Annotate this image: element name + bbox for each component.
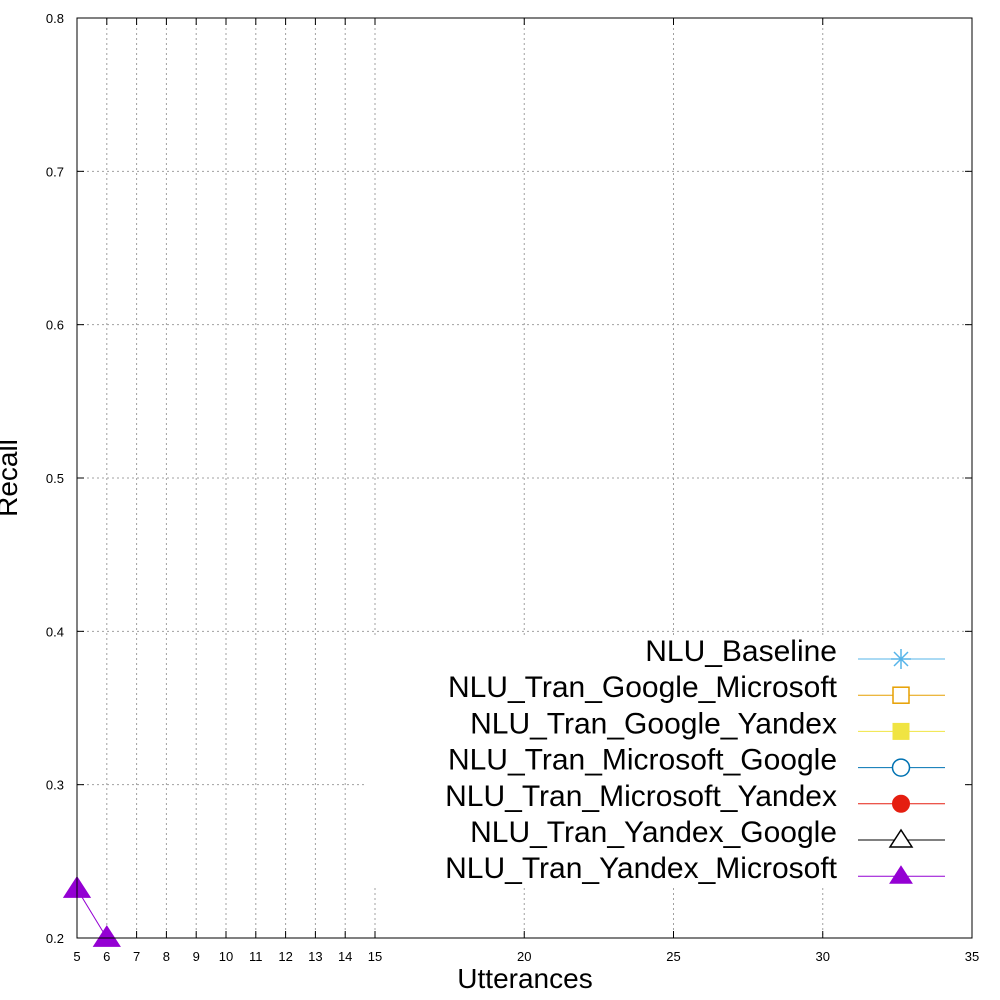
legend-entry: NLU_Tran_Yandex_Microsoft [445,852,945,885]
y-tick-label: 0.8 [46,11,64,26]
y-tick-label: 0.5 [46,471,64,486]
x-axis-label: Utterances [457,963,592,994]
x-tick-label: 8 [163,949,170,964]
x-tick-label: 9 [193,949,200,964]
legend-entry: NLU_Tran_Google_Microsoft [448,671,945,704]
legend-marker [892,686,910,704]
x-tick-label: 15 [368,949,382,964]
data-point [92,925,121,947]
x-tick-label: 25 [666,949,680,964]
legend-marker [892,722,910,740]
legend-label: NLU_Tran_Yandex_Microsoft [445,852,838,885]
x-tick-label: 11 [249,949,263,964]
legend-marker [892,794,910,813]
legend-marker [891,649,911,669]
y-axis-label: Recall [0,439,23,517]
legend-background [364,638,964,888]
legend-entry: NLU_Tran_Yandex_Google [470,816,945,849]
x-tick-label: 12 [278,949,292,964]
y-tick-label: 0.4 [46,624,64,639]
legend-entry: NLU_Tran_Microsoft_Google [448,744,945,777]
legend-label: NLU_Tran_Google_Microsoft [448,671,838,704]
legend-marker [889,865,913,884]
legend-entry: NLU_Baseline [645,635,945,669]
x-tick-label: 13 [308,949,322,964]
legend-label: NLU_Tran_Google_Yandex [470,707,837,740]
x-tick-label: 14 [338,949,352,964]
legend-label: NLU_Tran_Yandex_Google [470,816,837,849]
x-tick-label: 20 [517,949,531,964]
y-tick-label: 0.2 [46,931,64,946]
x-tick-label: 5 [73,949,80,964]
y-tick-label: 0.6 [46,318,64,333]
x-tick-label: 10 [219,949,233,964]
axis-ticks: 5 6 7 8 9 10 11 12 13 14 15 20 25 30 35 0.2 0.3 0.4 0.5 0.6… [46,11,979,964]
legend-marker [888,828,914,848]
legend-entry: NLU_Tran_Microsoft_Yandex [445,780,945,813]
x-tick-label: 6 [103,949,110,964]
series-layer [62,876,121,947]
y-tick-label: 0.7 [46,164,64,179]
legend-label: NLU_Baseline [645,635,837,668]
legend-entry: NLU_Tran_Google_Yandex [470,707,945,740]
series-7 [62,876,121,947]
legend: NLU_BaselineNLU_Tran_Google_MicrosoftNLU… [364,635,964,888]
legend-label: NLU_Tran_Microsoft_Google [448,744,837,777]
legend-label: NLU_Tran_Microsoft_Yandex [445,780,837,813]
x-tick-label: 30 [816,949,830,964]
plot-frame [76,17,973,939]
legend-marker [891,758,911,777]
x-tick-label: 7 [133,949,140,964]
x-tick-label: 35 [965,949,979,964]
y-tick-label: 0.3 [46,778,64,793]
